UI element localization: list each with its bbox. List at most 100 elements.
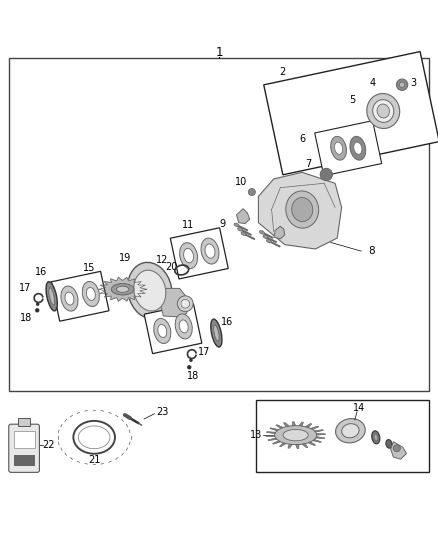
- Text: 15: 15: [83, 263, 95, 273]
- Circle shape: [181, 300, 190, 308]
- Polygon shape: [305, 424, 312, 427]
- FancyBboxPatch shape: [9, 424, 39, 472]
- Ellipse shape: [201, 238, 219, 264]
- Text: 9: 9: [219, 219, 226, 229]
- Ellipse shape: [336, 418, 365, 443]
- Polygon shape: [237, 209, 250, 223]
- Ellipse shape: [158, 325, 167, 337]
- Text: 18: 18: [187, 371, 199, 381]
- Text: 4: 4: [369, 77, 375, 87]
- Text: 13: 13: [250, 430, 262, 440]
- Ellipse shape: [86, 287, 95, 301]
- Ellipse shape: [205, 244, 215, 258]
- Polygon shape: [99, 277, 147, 301]
- Polygon shape: [268, 438, 277, 441]
- Ellipse shape: [286, 191, 319, 228]
- Circle shape: [393, 445, 400, 452]
- Text: 21: 21: [88, 455, 100, 465]
- Polygon shape: [288, 444, 292, 448]
- Polygon shape: [313, 439, 321, 442]
- Bar: [264, 52, 438, 175]
- Bar: [18, 418, 30, 426]
- Text: 16: 16: [221, 317, 233, 327]
- Text: 22: 22: [42, 440, 54, 450]
- Text: 18: 18: [20, 313, 32, 323]
- Ellipse shape: [111, 284, 134, 295]
- Circle shape: [248, 189, 255, 196]
- Ellipse shape: [266, 239, 272, 243]
- Ellipse shape: [214, 325, 219, 341]
- Text: 23: 23: [156, 407, 168, 417]
- Circle shape: [35, 308, 39, 312]
- Bar: [315, 120, 381, 176]
- Bar: [51, 271, 109, 321]
- Bar: [144, 304, 202, 353]
- Text: 19: 19: [119, 253, 131, 263]
- Text: 8: 8: [368, 246, 374, 256]
- Polygon shape: [299, 422, 304, 426]
- Polygon shape: [266, 435, 275, 437]
- Ellipse shape: [331, 136, 346, 160]
- Polygon shape: [270, 428, 279, 431]
- Polygon shape: [316, 437, 325, 439]
- Circle shape: [189, 359, 193, 362]
- Text: 5: 5: [350, 95, 356, 105]
- Bar: [170, 228, 228, 279]
- Ellipse shape: [65, 292, 74, 305]
- Ellipse shape: [354, 142, 362, 154]
- Polygon shape: [272, 441, 281, 444]
- Text: 2: 2: [279, 67, 286, 77]
- Text: 20: 20: [166, 262, 178, 271]
- Ellipse shape: [275, 426, 317, 445]
- Ellipse shape: [211, 319, 222, 347]
- Polygon shape: [311, 426, 319, 430]
- Ellipse shape: [49, 288, 54, 305]
- Ellipse shape: [184, 248, 194, 263]
- Ellipse shape: [259, 231, 265, 234]
- Ellipse shape: [386, 440, 392, 448]
- Text: 1: 1: [215, 46, 223, 59]
- Text: 10: 10: [235, 177, 247, 188]
- Ellipse shape: [180, 243, 198, 269]
- Text: 11: 11: [182, 220, 194, 230]
- Polygon shape: [160, 288, 188, 317]
- Circle shape: [177, 296, 193, 312]
- Text: 6: 6: [299, 134, 305, 144]
- Text: 14: 14: [353, 403, 365, 413]
- Text: 15: 15: [169, 295, 181, 305]
- Bar: [9, 58, 429, 391]
- Ellipse shape: [283, 430, 308, 441]
- Text: 12: 12: [156, 255, 168, 265]
- Ellipse shape: [263, 235, 268, 238]
- Ellipse shape: [374, 434, 378, 441]
- Text: 17: 17: [198, 347, 210, 357]
- Text: 3: 3: [410, 77, 416, 87]
- Circle shape: [320, 168, 332, 181]
- Ellipse shape: [367, 93, 400, 128]
- Polygon shape: [302, 443, 308, 448]
- Ellipse shape: [335, 142, 343, 154]
- Ellipse shape: [234, 223, 239, 227]
- Polygon shape: [276, 425, 283, 429]
- Ellipse shape: [82, 281, 99, 306]
- Polygon shape: [308, 442, 316, 446]
- Ellipse shape: [241, 232, 246, 236]
- Ellipse shape: [175, 314, 192, 339]
- Ellipse shape: [350, 136, 366, 160]
- Polygon shape: [391, 442, 406, 459]
- Polygon shape: [283, 423, 289, 427]
- Polygon shape: [292, 422, 296, 426]
- Ellipse shape: [372, 431, 380, 444]
- Ellipse shape: [179, 320, 188, 333]
- Ellipse shape: [292, 198, 313, 222]
- Ellipse shape: [61, 286, 78, 311]
- Bar: [14, 455, 35, 466]
- Ellipse shape: [127, 262, 172, 319]
- Polygon shape: [258, 172, 342, 249]
- Circle shape: [399, 82, 405, 87]
- Circle shape: [36, 302, 39, 306]
- Polygon shape: [314, 430, 324, 432]
- Polygon shape: [296, 445, 299, 448]
- Ellipse shape: [46, 281, 57, 311]
- Text: 7: 7: [306, 159, 312, 168]
